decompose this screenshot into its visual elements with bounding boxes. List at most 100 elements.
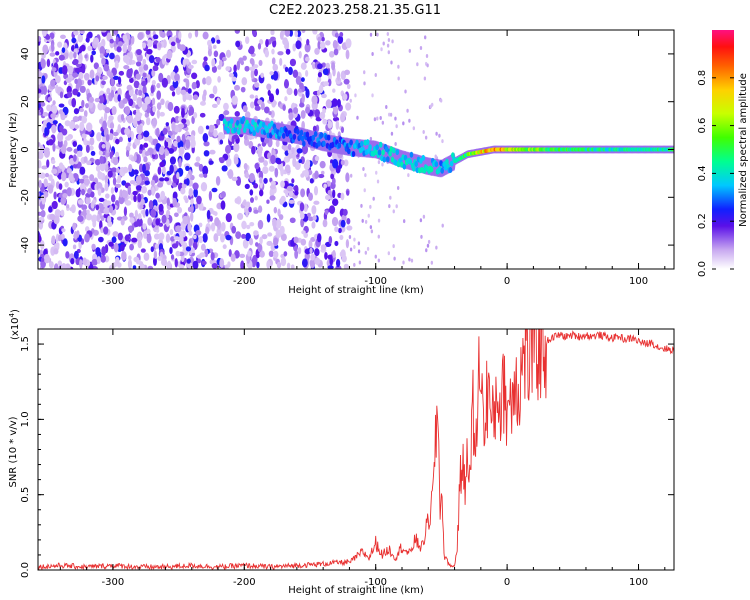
heatmap-noise-cell <box>248 45 255 55</box>
heatmap-ridge-cell <box>238 123 242 130</box>
heatmap-noise-cell <box>176 171 180 180</box>
heatmap-noise-cell <box>181 133 186 142</box>
heatmap-noise-cell <box>141 103 148 112</box>
heatmap-noise-cell <box>271 57 276 65</box>
heatmap-noise-cell <box>93 37 100 45</box>
heatmap-noise-cell <box>314 47 320 55</box>
heatmap-noise-cell <box>66 167 72 174</box>
heatmap-noise-cell <box>185 165 190 172</box>
heatmap-noise-cell <box>129 180 136 185</box>
heatmap-noise-cell <box>291 152 297 160</box>
heatmap-noise-cell <box>75 188 81 198</box>
heatmap-noise-cell <box>146 233 152 244</box>
heatmap-noise-cell <box>147 265 154 269</box>
heatmap-noise-cell <box>223 102 229 111</box>
heatmap-noise-cell <box>78 71 84 80</box>
heatmap-noise-cell <box>311 95 318 105</box>
heatmap-noise-cell <box>108 205 114 214</box>
heatmap-noise-cell <box>233 156 239 165</box>
heatmap-noise-cell <box>280 166 284 177</box>
heatmap-noise-cell <box>46 159 50 168</box>
heatmap-noise-cell <box>311 205 317 215</box>
heatmap-noise-cell <box>234 84 241 91</box>
heatmap-noise-cell <box>293 236 299 244</box>
snr-y-tick-label: 1.0 <box>20 411 31 427</box>
heatmap-ridge-cell <box>313 130 318 137</box>
heatmap-noise-cell <box>325 40 331 46</box>
heatmap-noise-cell <box>324 251 328 260</box>
heatmap-noise-cell <box>91 50 96 56</box>
heatmap-noise-cell <box>124 234 131 242</box>
heatmap-noise-cell <box>190 138 196 149</box>
heatmap-noise-cell <box>177 206 183 214</box>
heatmap-noise-cell <box>340 219 346 228</box>
heatmap-noise-cell <box>85 144 90 153</box>
heatmap-noise-cell <box>270 154 276 165</box>
heatmap-noise-cell <box>114 60 119 69</box>
heatmap-noise-cell <box>244 111 251 119</box>
heatmap-ridge-cell <box>429 166 434 173</box>
heatmap-noise-cell <box>147 217 153 226</box>
heatmap-noise-cell <box>387 37 391 42</box>
heatmap-noise-cell <box>425 54 429 59</box>
heatmap-noise-cell <box>112 177 117 186</box>
heatmap-noise-cell <box>110 187 115 195</box>
heatmap-noise-cell <box>147 74 151 83</box>
heatmap-noise-cell <box>244 183 250 190</box>
heatmap-noise-cell <box>222 244 227 250</box>
heatmap-noise-cell <box>332 250 336 259</box>
heatmap-noise-cell <box>295 75 302 85</box>
heatmap-ridge-cell <box>349 139 353 146</box>
heatmap-noise-cell <box>386 31 390 36</box>
heatmap-noise-cell <box>374 254 377 259</box>
heatmap-noise-cell <box>320 244 327 251</box>
heatmap-noise-cell <box>389 195 392 200</box>
heatmap-noise-cell <box>225 49 232 58</box>
heatmap-noise-cell <box>332 88 336 93</box>
heatmap-noise-cell <box>397 76 400 81</box>
heatmap-noise-cell <box>176 135 181 143</box>
heatmap-noise-cell <box>60 197 67 205</box>
heatmap-noise-cell <box>251 257 257 268</box>
heatmap-noise-cell <box>191 59 198 65</box>
heatmap-noise-cell <box>172 197 178 208</box>
heatmap-noise-cell <box>272 218 277 228</box>
heatmap-noise-cell <box>90 54 94 63</box>
heatmap-noise-cell <box>76 144 83 153</box>
heatmap-noise-cell <box>402 260 405 265</box>
heatmap-noise-cell <box>199 252 206 258</box>
heatmap-noise-cell <box>287 153 293 159</box>
heatmap-noise-cell <box>159 145 165 154</box>
heatmap-noise-cell <box>142 72 147 78</box>
heatmap-noise-cell <box>289 58 297 67</box>
heatmap-noise-cell <box>284 96 288 102</box>
snr-y-axis-label: SNR (10 * v/v) <box>8 416 19 487</box>
heatmap-noise-cell <box>392 209 395 214</box>
heatmap-noise-cell <box>65 251 70 259</box>
heatmap-noise-cell <box>85 196 91 205</box>
heatmap-noise-cell <box>180 242 188 247</box>
heatmap-noise-cell <box>263 106 270 114</box>
heatmap-noise-cell <box>251 30 257 37</box>
heatmap-noise-cell <box>139 144 143 150</box>
heatmap-noise-cell <box>151 79 156 85</box>
heatmap-noise-cell <box>273 206 278 214</box>
heatmap-noise-cell <box>380 47 383 52</box>
heatmap-noise-cell <box>174 73 180 82</box>
heatmap-noise-cell <box>39 172 46 179</box>
heatmap-noise-cell <box>187 94 193 101</box>
heatmap-noise-cell <box>419 218 423 223</box>
heatmap-noise-cell <box>80 188 86 196</box>
heatmap-noise-cell <box>269 71 274 76</box>
heatmap-noise-cell <box>127 259 133 269</box>
heatmap-noise-cell <box>170 236 175 242</box>
heatmap-noise-cell <box>364 250 368 255</box>
heatmap-noise-cell <box>111 236 117 243</box>
heatmap-noise-cell <box>188 187 193 197</box>
heatmap-noise-cell <box>345 102 352 111</box>
heatmap-noise-cell <box>257 149 262 158</box>
heatmap-noise-cell <box>339 234 344 240</box>
heatmap-noise-cell <box>213 233 219 243</box>
heatmap-noise-cell <box>219 139 224 145</box>
heatmap-noise-cell <box>104 163 109 173</box>
